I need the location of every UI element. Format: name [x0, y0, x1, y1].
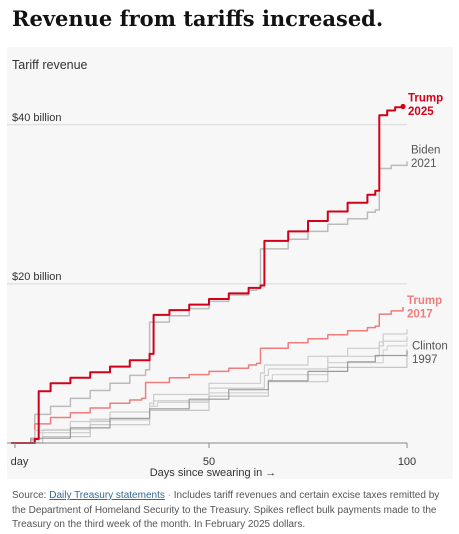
chart-title: Tariff revenue — [12, 58, 88, 72]
series-label-line1: Biden — [411, 144, 440, 156]
series-label-clinton-1997: Clinton 1997 — [412, 341, 448, 367]
source-label: Source: — [12, 490, 47, 501]
series-line-trump-2017 — [11, 307, 404, 444]
series-line-clinton-1997 — [11, 350, 408, 444]
x-tick-label: 1 day — [7, 456, 29, 468]
separator: · — [167, 490, 171, 501]
series-label-line2: 2017 — [407, 308, 433, 320]
series-line-other-4 — [11, 349, 408, 444]
x-axis: 1 day 50 100 — [7, 442, 416, 468]
series-label-line1: Trump — [408, 92, 443, 104]
series-label-line2: 2025 — [408, 106, 434, 118]
gridlines — [7, 124, 407, 285]
source-note: Source: Daily Treasury statements · Incl… — [12, 489, 448, 533]
series-label-line1: Trump — [407, 295, 442, 307]
source-link[interactable]: Daily Treasury statements — [49, 490, 165, 501]
y-tick-label: $20 billion — [12, 271, 62, 283]
series-line-trump-2025 — [11, 106, 404, 444]
series-line-other-1 — [11, 329, 408, 444]
end-dot-trump-2025 — [400, 103, 406, 110]
series-line-other-3 — [11, 342, 408, 444]
x-axis-label: Days since swearing in → — [150, 467, 277, 479]
series-label-biden-2021: Biden 2021 — [411, 144, 440, 170]
x-tick-label: 50 — [203, 456, 215, 468]
tariff-revenue-chart: Tariff revenue $20 billion $40 billion Bi… — [7, 58, 448, 479]
series-line-biden-2021 — [11, 161, 408, 444]
series-label-trump-2025: Trump 2025 — [408, 92, 443, 118]
series-label-trump-2017: Trump 2017 — [407, 295, 442, 321]
series-lines — [11, 103, 408, 444]
x-tick-label: 100 — [398, 456, 416, 468]
y-tick-labels: $20 billion $40 billion — [12, 112, 62, 283]
y-tick-label: $40 billion — [12, 112, 62, 124]
chart-panel: Tariff revenue $20 billion $40 billion Bi… — [7, 47, 453, 479]
headline: Revenue from tariffs increased. — [12, 6, 384, 31]
series-label-line2: 1997 — [412, 354, 438, 366]
series-label-line1: Clinton — [412, 341, 448, 353]
source-note-text: Includes tariff revenues and certain exc… — [12, 490, 440, 530]
series-label-line2: 2021 — [411, 158, 437, 170]
